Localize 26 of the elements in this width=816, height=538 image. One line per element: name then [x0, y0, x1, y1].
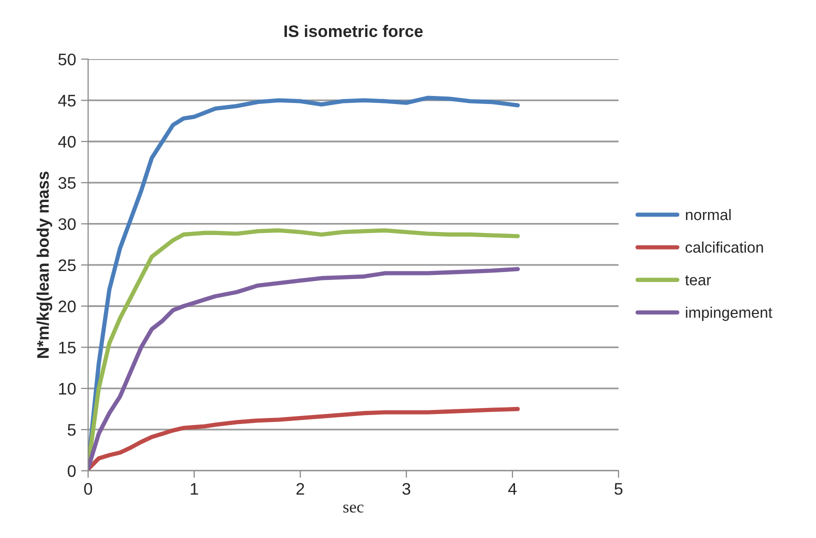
x-tick-label: 4: [508, 483, 517, 495]
y-tick-label: 50: [58, 54, 76, 66]
y-axis-title: N*m/kg(lean body mass: [36, 172, 52, 358]
y-tick-label: 45: [58, 94, 76, 107]
y-tick-label: 10: [59, 382, 76, 395]
legend-label: tear: [685, 275, 712, 286]
x-tick-label: 3: [402, 482, 410, 495]
x-tick-label: 0: [84, 482, 92, 495]
y-tick-label: 30: [58, 218, 76, 230]
legend-label: normal: [686, 208, 731, 220]
y-tick-label: 35: [58, 177, 76, 189]
line-series: [88, 266, 520, 470]
line-series: [88, 406, 520, 471]
chart-title: IS isometric force: [284, 24, 423, 38]
y-tick-label: 25: [58, 259, 76, 272]
y-tick-label: 40: [58, 136, 76, 148]
legend-label: impingement: [686, 306, 772, 321]
y-tick-label: 15: [59, 342, 76, 354]
x-tick-label: 5: [614, 483, 622, 495]
x-axis-title: sec: [343, 504, 364, 513]
x-tick-label: 2: [296, 482, 304, 495]
y-tick-label: 5: [68, 424, 76, 436]
x-tick-label: 1: [190, 483, 198, 495]
y-tick-label: 20: [58, 300, 76, 312]
y-tick-label: 0: [68, 465, 76, 477]
legend-label: calcification: [686, 242, 763, 253]
